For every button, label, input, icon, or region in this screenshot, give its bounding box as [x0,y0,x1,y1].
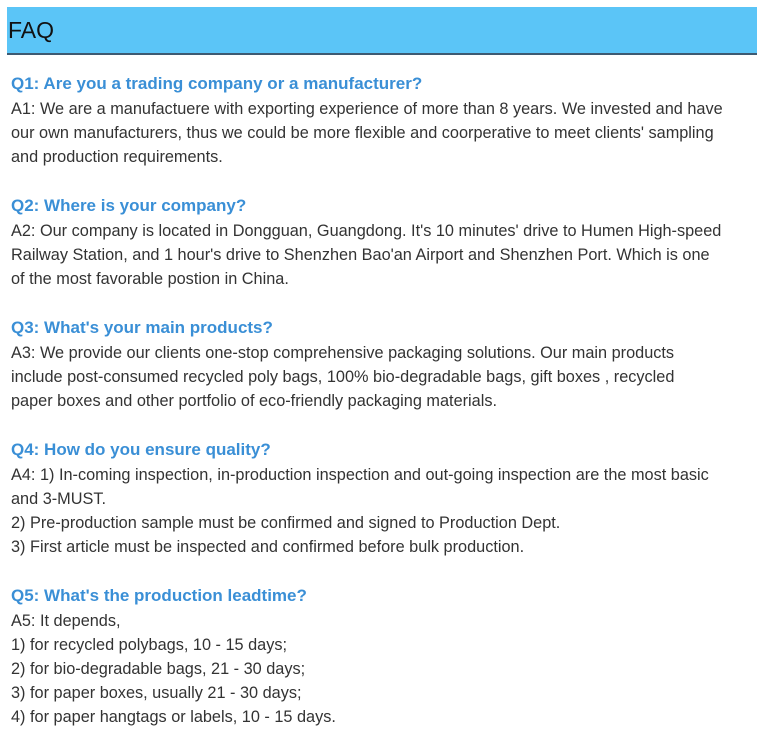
faq-answer-line: 3) for paper boxes, usually 21 - 30 days… [11,684,302,702]
page-title: FAQ [8,17,55,43]
faq-answer-line: and production requirements. [11,148,223,166]
faq-answer-line: 2) for bio-degradable bags, 21 - 30 days… [11,660,306,678]
faq-question: Q5: What's the production leadtime? [11,586,307,605]
faq-answer-line: 4) for paper hangtags or labels, 10 - 15… [11,708,336,726]
faq-item: Q2: Where is your company? A2: Our compan… [11,193,761,291]
faq-answer-line: A3: We provide our clients one-stop comp… [11,344,675,362]
faq-question: Q4: How do you ensure quality? [11,440,271,459]
faq-item: Q5: What's the production leadtime? A5: I… [11,583,761,729]
faq-answer-line: A2: Our company is located in Dongguan, … [11,222,722,240]
faq-answer-line: A5: It depends, [11,612,121,630]
faq-question: Q1: Are you a trading company or a manuf… [11,74,423,93]
faq-answer-line: include post-consumed recycled poly bags… [11,368,675,386]
faq-answer-line: A4: 1) In-coming inspection, in-producti… [11,466,709,484]
faq-answer-line: our own manufacturers, thus we could be … [11,124,714,142]
faq-answer-line: 3) First article must be inspected and c… [11,538,525,556]
faq-answer-line: and 3-MUST. [11,490,107,508]
faq-item: Q4: How do you ensure quality? A4: 1) In-… [11,437,761,559]
faq-item: Q1: Are you a trading company or a manuf… [11,71,761,169]
faq-answer-line: A1: We are a manufactuere with exporting… [11,100,723,118]
faq-question: Q2: Where is your company? [11,196,247,215]
faq-header: FAQ [7,7,757,55]
faq-item: Q3: What's your main products? A3: We pro… [11,315,761,413]
faq-list: Q1: Are you a trading company or a manuf… [11,71,761,753]
faq-answer-line: of the most favorable postion in China. [11,270,289,288]
faq-answer-line: Railway Station, and 1 hour's drive to S… [11,246,710,264]
faq-question: Q3: What's your main products? [11,318,273,337]
faq-answer-line: paper boxes and other portfolio of eco-f… [11,392,498,410]
faq-answer-line: 2) Pre-production sample must be confirm… [11,514,561,532]
faq-answer-line: 1) for recycled polybags, 10 - 15 days; [11,636,288,654]
